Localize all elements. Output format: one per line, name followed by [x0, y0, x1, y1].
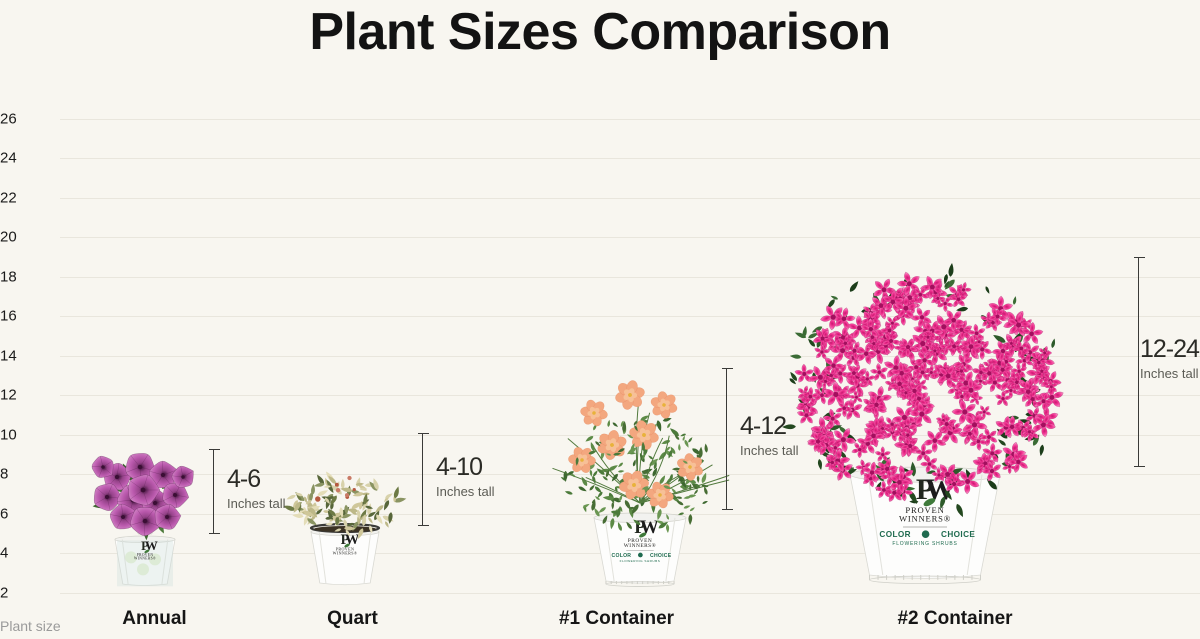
svg-text:CHOICE: CHOICE [941, 530, 975, 539]
svg-text:WINNERS®: WINNERS® [134, 556, 156, 561]
svg-text:WINNERS®: WINNERS® [333, 551, 358, 556]
svg-text:WINNERS®: WINNERS® [624, 542, 657, 549]
svg-text:COLOR: COLOR [879, 530, 911, 539]
svg-text:FLOWERING SHRUBS: FLOWERING SHRUBS [892, 541, 957, 547]
svg-text:FLOWERING SHRUBS: FLOWERING SHRUBS [620, 559, 661, 563]
svg-text:WINNERS®: WINNERS® [899, 514, 951, 524]
